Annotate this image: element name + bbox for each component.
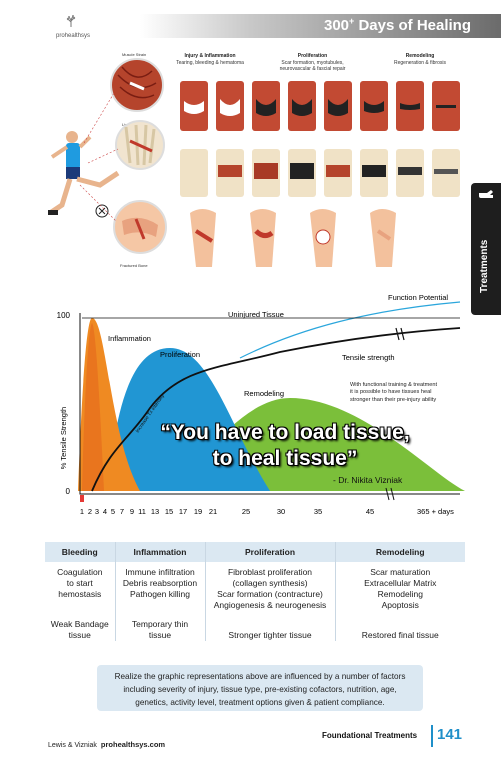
label-remodeling: Remodeling	[244, 389, 284, 398]
table-cell: Stronger tighter tissue	[204, 611, 335, 641]
label-function-potential: Function Potential	[388, 293, 448, 302]
x-tick-label: 13	[151, 507, 159, 516]
x-tick-label: 7	[120, 507, 124, 516]
logo-text: prohealthsys	[56, 33, 91, 39]
healing-stages-illustration: Injury & Inflammation Tearing, bleeding &…	[40, 45, 480, 285]
table-row: Weak Bandage tissue Temporary thin tissue …	[45, 611, 465, 641]
x-tick-label: 3	[95, 507, 99, 516]
title-plus: +	[349, 16, 355, 26]
stage-header-injury: Injury & Inflammation Tearing, bleeding &…	[176, 53, 244, 66]
x-tick-label: 35	[314, 507, 322, 516]
healing-stages-table: Bleeding Inflammation Proliferation Remo…	[45, 542, 465, 641]
x-tick-label: 19	[194, 507, 202, 516]
factors-note-box: Realize the graphic representations abov…	[97, 665, 423, 711]
x-tick-label: 365 + days	[417, 507, 454, 516]
section-tab-treatments[interactable]: Treatments	[471, 183, 501, 315]
quote-line-2: to heal tissue”	[212, 447, 358, 470]
label-uninjured-tissue: Uninjured Tissue	[228, 310, 284, 319]
ligament-healing-row	[180, 149, 460, 197]
x-tick-label: 17	[179, 507, 187, 516]
quote-line-1: “You have to load tissue,	[160, 421, 410, 444]
chart-axes	[79, 313, 460, 495]
x-tick-label: 4	[103, 507, 107, 516]
label-proliferation: Proliferation	[160, 350, 200, 359]
chart-annotation-note: With functional training & treatment it …	[350, 382, 438, 403]
table-cell: Fibroblast proliferation (collagen synthe…	[204, 562, 335, 611]
healing-phases-chart: 100 0 % Tensile Strength Inflammation Pr…	[40, 288, 480, 520]
y-tick-100: 100	[57, 311, 71, 320]
function-potential-curve	[239, 301, 461, 359]
y-tick-0: 0	[66, 487, 71, 496]
col-header-bleeding: Bleeding	[45, 542, 115, 562]
col-header-inflammation: Inflammation	[114, 542, 205, 562]
title-number: 300	[324, 17, 350, 34]
x-tick-label: 15	[165, 507, 173, 516]
x-tick-label: 30	[277, 507, 285, 516]
proliferation-area	[106, 348, 270, 491]
x-tick-label: 9	[130, 507, 134, 516]
bleeding-marker	[80, 495, 84, 502]
table-cell: Coagulation to start hemostasis	[57, 567, 103, 599]
x-tick-label: 5	[111, 507, 115, 516]
prohealthsys-logo: prohealthsys	[56, 14, 91, 39]
tensile-strength-curve	[91, 327, 461, 492]
footer-section-title: Foundational Treatments	[322, 731, 418, 740]
label-fractured-bone: Fractured Bone	[120, 263, 148, 268]
header-gradient-bar	[140, 14, 501, 38]
section-tab-label: Treatments	[479, 239, 490, 293]
footer-divider	[431, 725, 433, 747]
note-line-3: genetics, activity level, treatment opti…	[135, 698, 385, 707]
footer-credit: Lewis & Vizniak prohealthsys.com	[48, 740, 165, 749]
x-tick-label: 25	[242, 507, 250, 516]
label-muscle-strain: Muscle Strain	[122, 52, 147, 57]
label-inflammation: Inflammation	[108, 334, 151, 343]
table-cell: Weak Bandage tissue	[50, 619, 109, 640]
col-header-remodeling: Remodeling	[334, 542, 465, 562]
tree-logo-icon	[66, 15, 76, 27]
x-axis-ticks: 1 2 3 4 5 7 9 11 13 15 17 19 21 25 30 35 45 365 + days	[80, 495, 454, 516]
title-rest: Days of Healing	[354, 17, 471, 34]
page-number: 141	[437, 726, 463, 743]
note-line-1: Realize the graphic representations abov…	[114, 672, 406, 681]
x-tick-label: 11	[138, 507, 146, 516]
stage-header-proliferation: Proliferation Scar formation, myotubules,…	[279, 53, 346, 72]
y-axis-label: % Tensile Strength	[59, 407, 68, 469]
muscle-zoom-circle	[110, 58, 164, 112]
table-cell: Immune infiltration Debris reabsorption Pa…	[114, 562, 205, 611]
quote-author: - Dr. Nikita Vizniak	[333, 475, 403, 485]
soccer-player-figure	[48, 131, 120, 218]
inflammation-core	[82, 323, 104, 491]
stage-header-remodeling: Remodeling Regeneration & fibrosis	[394, 53, 446, 66]
footer-site-link[interactable]: prohealthsys.com	[100, 740, 166, 749]
page-header: prohealthsys 300+ Days of Healing	[0, 0, 501, 46]
table-row: Coagulation to start hemostasis Immune inf…	[45, 562, 465, 611]
x-tick-label: 1	[80, 507, 84, 516]
chart-svg: 100 0 % Tensile Strength Inflammation Pr…	[57, 293, 465, 516]
axis-break-mark	[395, 327, 405, 341]
col-header-proliferation: Proliferation	[204, 542, 335, 562]
label-tensile-strength: Tensile strength	[342, 353, 395, 362]
x-tick-label: 21	[209, 507, 217, 516]
quote: “You have to load tissue, to heal tissue…	[125, 420, 445, 472]
footer-authors: Lewis & Vizniak	[48, 742, 97, 749]
table-cell: Temporary thin tissue	[114, 611, 205, 641]
bone-healing-row	[190, 209, 396, 267]
hand-pointer-icon	[479, 190, 493, 198]
table-header-row: Bleeding Inflammation Proliferation Remo…	[45, 542, 465, 562]
x-tick-label: 45	[366, 507, 374, 516]
ligament-zoom-circle	[115, 120, 165, 170]
x-tick-label: 2	[88, 507, 92, 516]
table-cell: Restored final tissue	[334, 611, 465, 641]
muscle-healing-row	[180, 81, 460, 131]
illustration-graphics	[48, 58, 460, 267]
note-line-2: including severity of injury, tissue typ…	[123, 685, 397, 694]
page-title: 300+ Days of Healing	[324, 16, 471, 34]
table-cell: Scar maturation Extracellular Matrix Remod…	[334, 562, 465, 611]
bone-zoom-circle	[113, 200, 167, 254]
